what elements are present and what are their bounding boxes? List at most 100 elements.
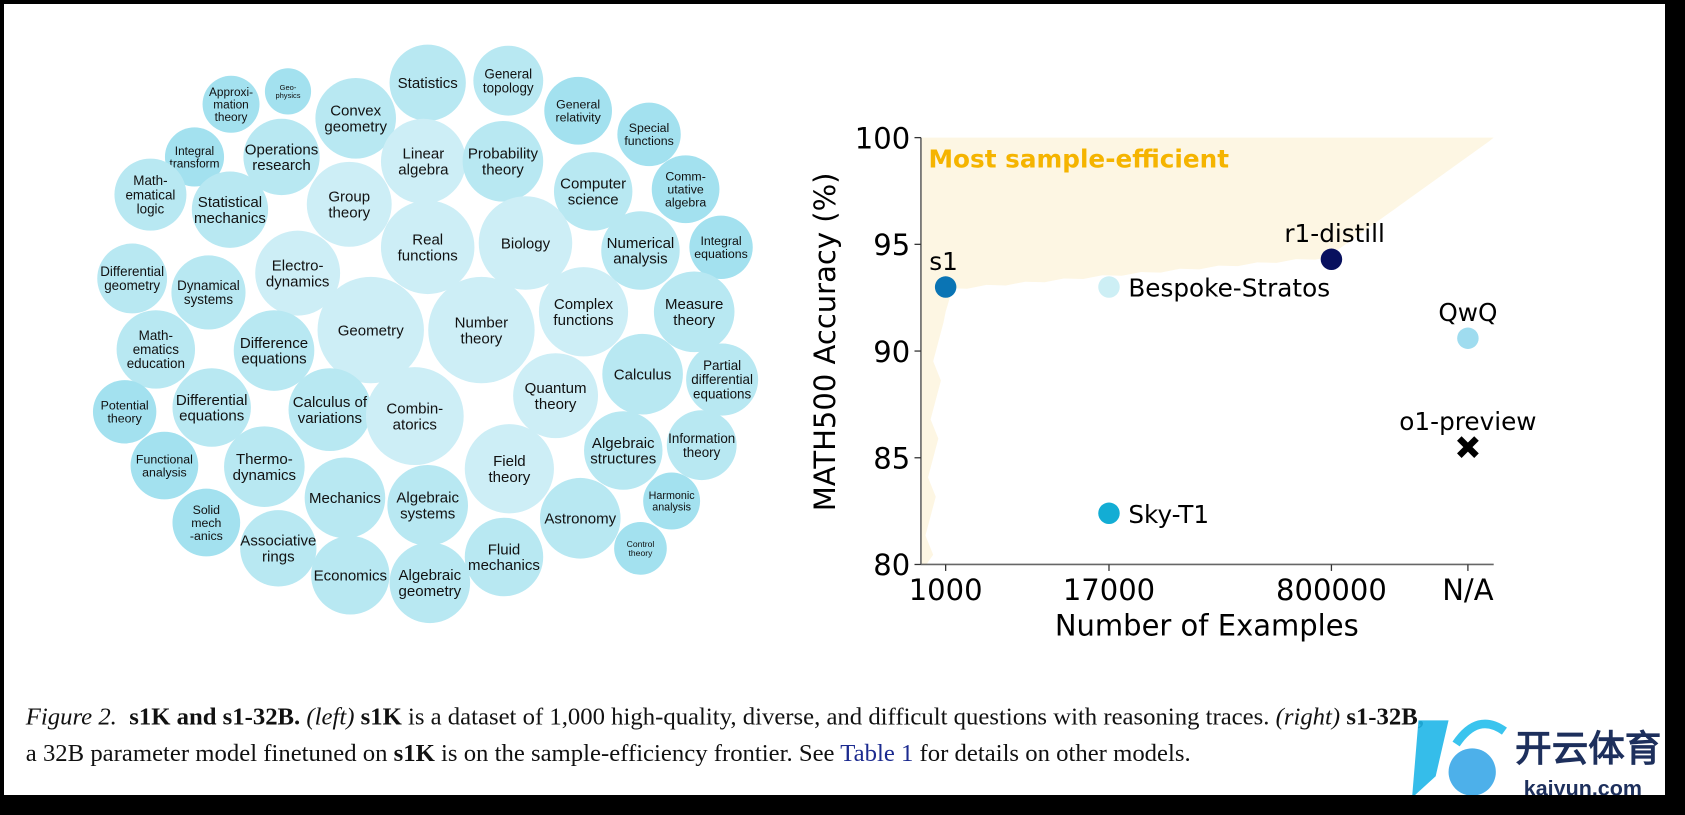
bubble-circle — [601, 211, 680, 290]
bubble-label: Associative — [240, 533, 316, 550]
bubble-label: theory — [107, 412, 142, 426]
topic-bubble: Geometry — [317, 276, 424, 384]
bubble-label: Combin- — [386, 400, 443, 417]
topic-bubble: Statistics — [389, 44, 466, 121]
bubble-label: geometry — [324, 118, 387, 135]
topic-bubble: Economics — [311, 535, 390, 615]
data-point-qwq: QwQ — [1438, 298, 1497, 349]
bubble-label: Differential — [176, 392, 248, 409]
bubble-label: Electro- — [272, 257, 324, 274]
y-tick-label: 100 — [855, 121, 910, 155]
bubble-label: Potential — [101, 399, 149, 413]
watermark-url: kaiyun.com — [1524, 777, 1642, 795]
watermark-cn: 开云体育 — [1515, 728, 1661, 769]
point-label: Bespoke-Stratos — [1128, 274, 1330, 303]
bubble-label: Information — [668, 431, 735, 446]
y-tick-label: 95 — [873, 228, 910, 262]
watermark-logo-icon — [1412, 720, 1449, 795]
point-marker — [1098, 502, 1120, 525]
bubble-circle — [116, 310, 196, 389]
data-point-sky-t1: Sky-T1 — [1098, 500, 1209, 529]
bubble-label: equations — [694, 247, 748, 261]
figure-caption: Figure 2. s1K and s1-32B. (left) s1K is … — [26, 699, 1665, 772]
bubble-label: structures — [590, 451, 656, 468]
caption-line-2: a 32B parameter model finetuned on s1K i… — [26, 735, 1665, 772]
bubble-label: Partial — [703, 358, 741, 373]
bubble-circle — [92, 380, 157, 444]
bubble-label: Complex — [554, 296, 614, 313]
bubble-label: theory — [629, 548, 654, 558]
bubble-circle — [544, 76, 612, 145]
point-marker — [1098, 276, 1120, 298]
bubble-label: physics — [275, 91, 300, 100]
bubble-label: Harmonic — [649, 490, 696, 502]
bubble-label: Special — [629, 121, 670, 135]
bubble-label: ematical — [125, 187, 175, 202]
bubble-label: Biology — [501, 235, 551, 252]
bubble-label: topology — [483, 80, 534, 95]
kaiyun-watermark: 开云体育 kaiyun.com — [1412, 719, 1661, 795]
point-label: Sky-T1 — [1128, 500, 1209, 529]
accuracy-vs-examples-chart: Most sample-efficient 80 85 90 95 100 1000 1700… — [808, 121, 1537, 642]
sample-efficient-region — [920, 137, 1494, 565]
bubble-circle — [538, 267, 629, 357]
bubble-circle — [306, 161, 392, 247]
bubble-label: Math- — [133, 173, 167, 188]
bubble-label: Control — [627, 539, 655, 549]
bubble-label: Economics — [314, 567, 387, 584]
bubble-circle — [172, 488, 241, 557]
bubble-circle — [317, 276, 424, 384]
table-1-link[interactable]: Table 1 — [840, 739, 914, 767]
topic-bubble: Electro-dynamics — [255, 230, 341, 316]
bubble-label: atorics — [393, 416, 437, 433]
x-tick-label: 1000 — [909, 573, 983, 607]
bubble-label: mechanics — [194, 210, 266, 227]
bubble-label: analysis — [613, 251, 667, 268]
bubble-label: analysis — [142, 465, 187, 479]
bubble-label: systems — [400, 506, 455, 523]
bubble-circle — [315, 77, 396, 159]
caption-text: a 32B parameter model finetuned on — [25, 739, 388, 767]
topic-bubble-chart: Statistics General topology Approxi-mationt… — [92, 44, 759, 624]
bubble-label: Integral — [175, 144, 214, 158]
bubble-label: theory — [461, 330, 503, 347]
caption-s1k: s1K — [393, 739, 435, 767]
caption-s1-32b: s1-32B, — [1346, 703, 1424, 731]
bubble-circle — [651, 155, 720, 224]
bubble-circle — [653, 271, 735, 353]
bubble-circle — [311, 535, 390, 615]
bubble-label: Quantum — [525, 380, 587, 397]
bubble-label: Thermo- — [236, 451, 293, 468]
bubble-label: Solid — [193, 503, 221, 517]
bubble-label: research — [252, 157, 310, 174]
topic-bubble: Thermo-dynamics — [224, 426, 305, 507]
bubble-label: Operations — [245, 141, 319, 158]
bubble-circle — [97, 243, 168, 314]
data-point-o1-preview: o1-preview — [1399, 407, 1536, 458]
bubble-label: Comm- — [665, 170, 706, 184]
bubble-label: Functional — [136, 452, 193, 466]
y-tick-label: 90 — [873, 335, 910, 369]
bubble-circle — [243, 118, 320, 196]
bubble-label: General — [556, 98, 600, 112]
data-point-s1: s1 — [929, 247, 958, 298]
bubble-label: algebra — [398, 161, 449, 178]
bubble-circle — [114, 158, 187, 231]
bubble-label: Geo- — [280, 83, 297, 92]
